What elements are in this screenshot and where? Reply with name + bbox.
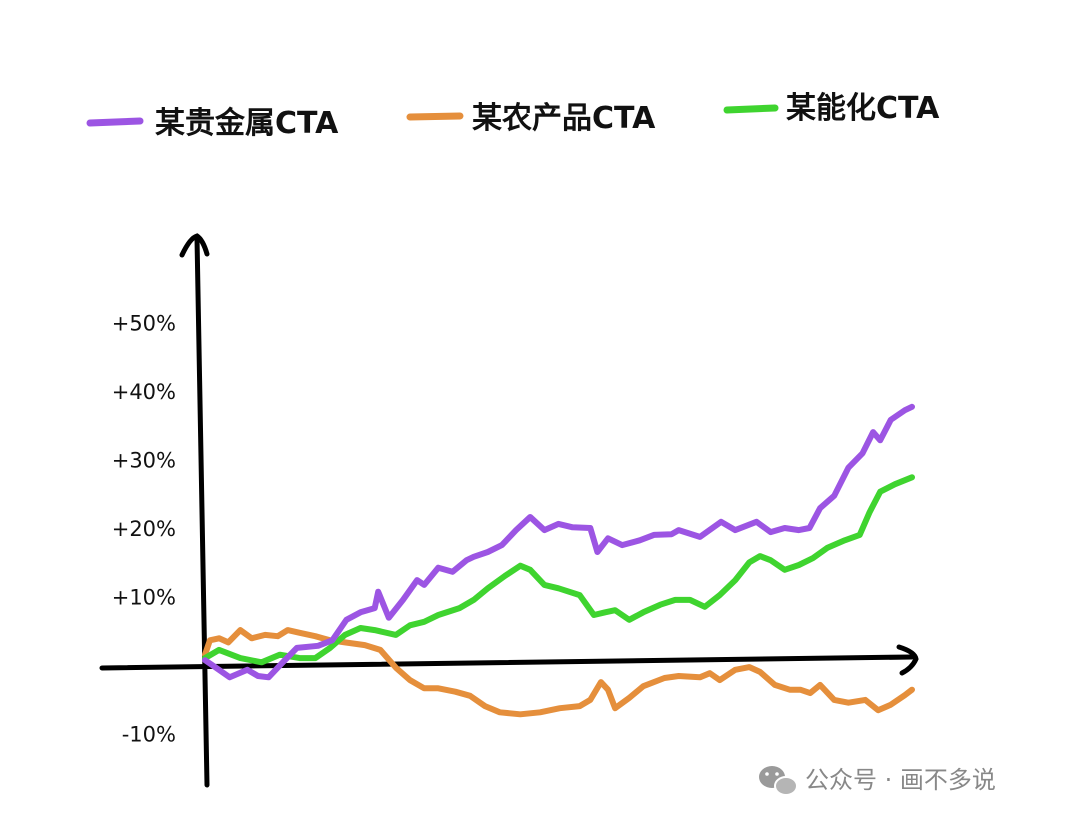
y-tick-labels: +50% +40% +30% +20% +10% -10% xyxy=(112,312,176,747)
legend-item-agricultural: 某农产品CTA xyxy=(406,101,656,136)
legend-label: 某农产品CTA xyxy=(472,101,656,136)
legend: 某贵金属CTA 某农产品CTA 某能化CTA xyxy=(86,91,940,141)
wechat-icon xyxy=(759,766,798,796)
y-axis xyxy=(179,233,210,788)
y-tick-label: -10% xyxy=(122,723,176,747)
y-axis-arrow-icon xyxy=(179,233,210,258)
y-tick-label: +20% xyxy=(112,517,176,541)
y-tick-label: +30% xyxy=(112,449,176,473)
legend-swatch xyxy=(406,112,464,121)
legend-label: 某贵金属CTA xyxy=(155,106,339,141)
x-axis-arrow-icon xyxy=(896,644,919,676)
y-tick-label: +40% xyxy=(112,380,176,404)
watermark-text: 公众号 · 画不多说 xyxy=(805,766,996,794)
series-lines xyxy=(202,403,915,718)
series-line-1 xyxy=(202,627,915,718)
x-axis xyxy=(99,644,919,676)
y-tick-label: +50% xyxy=(112,312,176,336)
watermark: 公众号 · 画不多说 xyxy=(759,766,996,796)
series-line-2 xyxy=(202,474,915,666)
legend-item-energy-chemicals: 某能化CTA xyxy=(723,91,940,126)
series-line-0 xyxy=(202,403,915,681)
legend-label: 某能化CTA xyxy=(786,91,940,126)
legend-swatch xyxy=(86,117,144,127)
legend-item-precious-metals: 某贵金属CTA xyxy=(86,106,339,141)
legend-swatch xyxy=(723,104,779,114)
y-tick-label: +10% xyxy=(112,586,176,610)
